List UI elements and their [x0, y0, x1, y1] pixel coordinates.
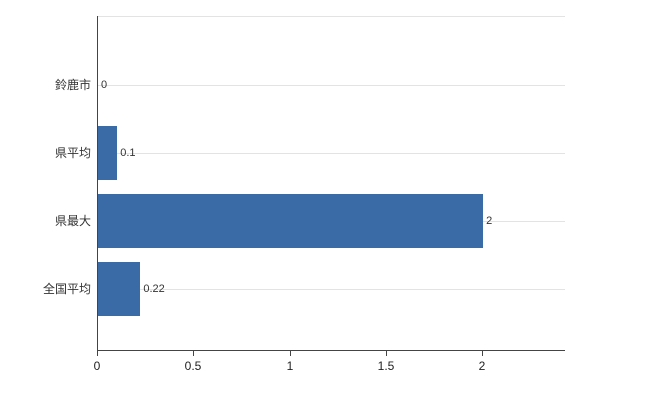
- bar[interactable]: [98, 126, 117, 180]
- x-tick-label: 0: [93, 359, 101, 373]
- x-axis-line: [97, 350, 565, 351]
- category-label: 鈴鹿市: [54, 78, 91, 92]
- x-tick-mark: [386, 351, 387, 356]
- category-label: 県平均: [54, 146, 91, 160]
- x-tick-mark: [97, 351, 98, 356]
- x-tick-mark: [482, 351, 483, 356]
- x-tick-mark: [290, 351, 291, 356]
- bar[interactable]: [98, 262, 140, 316]
- x-tick-label: 0.5: [184, 359, 202, 373]
- category-gridline: [97, 289, 565, 290]
- bar[interactable]: [98, 194, 483, 248]
- category-label: 県最大: [54, 214, 91, 228]
- bar-value-label: 2: [486, 215, 493, 227]
- x-tick-label: 1.5: [377, 359, 395, 373]
- y-axis-line: [97, 16, 98, 351]
- x-tick-label: 2: [478, 359, 486, 373]
- category-label: 全国平均: [42, 282, 91, 296]
- bar-value-label: 0: [101, 79, 108, 91]
- bar-value-label: 0.1: [120, 147, 136, 159]
- x-tick-mark: [193, 351, 194, 356]
- category-gridline: [97, 153, 565, 154]
- bar-value-label: 0.22: [143, 283, 165, 295]
- plot-top-gridline: [97, 16, 565, 17]
- category-gridline: [97, 85, 565, 86]
- x-tick-label: 1: [286, 359, 294, 373]
